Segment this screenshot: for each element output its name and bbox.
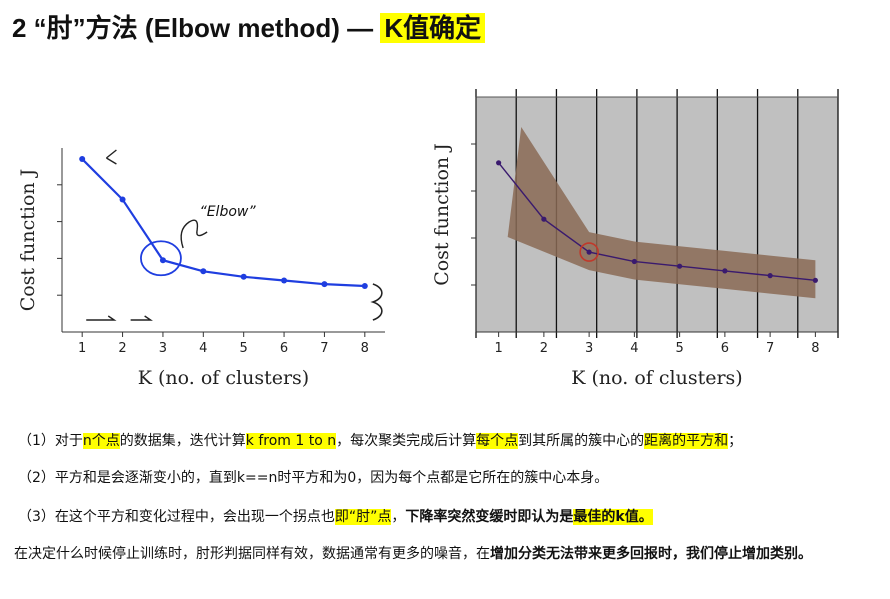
data-point [496, 160, 502, 166]
data-point [631, 258, 637, 265]
data-point [586, 249, 592, 255]
paragraph-3: （3）在这个平方和变化过程中，会出现一个拐点也即“肘”点，下降率突然变缓时即认为… [18, 507, 653, 527]
data-point [361, 283, 368, 289]
x-axis-label: K (no. of clusters) [138, 367, 309, 389]
squiggle-mark [180, 219, 208, 249]
series-line [498, 162, 816, 281]
p1-d: k from 1 to n [245, 433, 337, 449]
x-tick-label: 3 [585, 341, 593, 356]
x-tick-label: 1 [78, 341, 86, 356]
page-title: 2 “肘”方法 (Elbow method) — K值确定 [12, 8, 486, 48]
x-tick-label: 7 [320, 341, 328, 356]
y-axis-label: Cost function J [17, 169, 39, 312]
elbow-annotation: “Elbow” [199, 204, 256, 220]
p3-b: 即“肘”点 [334, 509, 392, 525]
progress-arrows [86, 315, 153, 321]
data-point [159, 257, 166, 264]
x-tick-label: 6 [280, 341, 288, 356]
data-point [240, 273, 247, 280]
p3-e: 最佳的k值。 [573, 509, 653, 525]
data-point [79, 156, 86, 163]
p3-c: ， [391, 509, 406, 525]
data-point [200, 268, 207, 275]
data-point [722, 268, 728, 274]
p3-d: 下降率突然变缓时即认为是 [405, 509, 574, 525]
p1-i: ； [728, 433, 743, 449]
curly-mark [370, 283, 383, 321]
data-point [677, 263, 683, 269]
arrow-mark [105, 149, 117, 165]
paragraph-1: （1）对于n个点的数据集，迭代计算k from 1 to n，每次聚类完成后计算… [18, 431, 742, 451]
p4-a: 在决定什么时候停止训练时，肘形判据同样有效，数据通常有更多的噪音，在 [14, 546, 490, 562]
x-axis-label: K (no. of clusters) [571, 367, 742, 389]
p1-c: 的数据集，迭代计算 [119, 433, 246, 449]
x-tick-label: 4 [199, 341, 207, 356]
paragraph-2: （2）平方和是会逐渐变小的，直到k==n时平方和为0，因为每个点都是它所在的簇中… [18, 470, 609, 486]
p1-f: 每个点 [476, 433, 519, 449]
x-tick-label: 4 [630, 341, 638, 356]
title-prefix: 2 “肘”方法 (Elbow method) — [12, 13, 374, 43]
x-tick-label: 3 [159, 341, 167, 356]
x-tick-label: 5 [675, 341, 683, 356]
elbow-chart-left: 1 2 3 4 5 6 7 8 K (no. of clusters) Cost function… [17, 148, 385, 389]
data-point [541, 216, 547, 222]
x-tick-label: 1 [494, 341, 502, 356]
title-highlight: K值确定 [380, 13, 486, 43]
p1-g: 到其所属的簇中心的 [518, 433, 645, 449]
p4-b: 增加分类无法带来更多回报时，我们停止增加类别。 [490, 546, 812, 562]
data-point [767, 273, 773, 279]
p1-e: ，每次聚类完成后计算 [336, 433, 477, 449]
data-point [119, 196, 126, 203]
p1-h: 距离的平方和 [644, 433, 729, 449]
y-axis-label: Cost function J [431, 143, 453, 286]
x-tick-label: 5 [240, 341, 248, 356]
x-tick-label: 8 [361, 341, 369, 356]
elbow-chart-right: 1 2 3 4 5 6 7 8 K (no. of clusters) Cost function… [431, 89, 839, 389]
arm-image [507, 127, 816, 299]
data-point [281, 277, 288, 284]
elbow-circle [579, 242, 599, 262]
p1-a: （1）对于 [18, 433, 83, 449]
p1-b: n个点 [82, 433, 120, 449]
series-line [81, 158, 365, 288]
data-point [321, 281, 328, 288]
x-tick-label: 6 [721, 341, 729, 356]
x-tick-label: 2 [118, 341, 126, 356]
x-tick-label: 2 [540, 341, 548, 356]
data-point [812, 277, 818, 283]
x-tick-label: 8 [811, 341, 819, 356]
paragraph-4: 在决定什么时候停止训练时，肘形判据同样有效，数据通常有更多的噪音，在增加分类无法… [14, 543, 874, 565]
x-tick-label: 7 [766, 341, 774, 356]
p3-a: （3）在这个平方和变化过程中，会出现一个拐点也 [18, 509, 335, 525]
elbow-circle [140, 240, 182, 277]
